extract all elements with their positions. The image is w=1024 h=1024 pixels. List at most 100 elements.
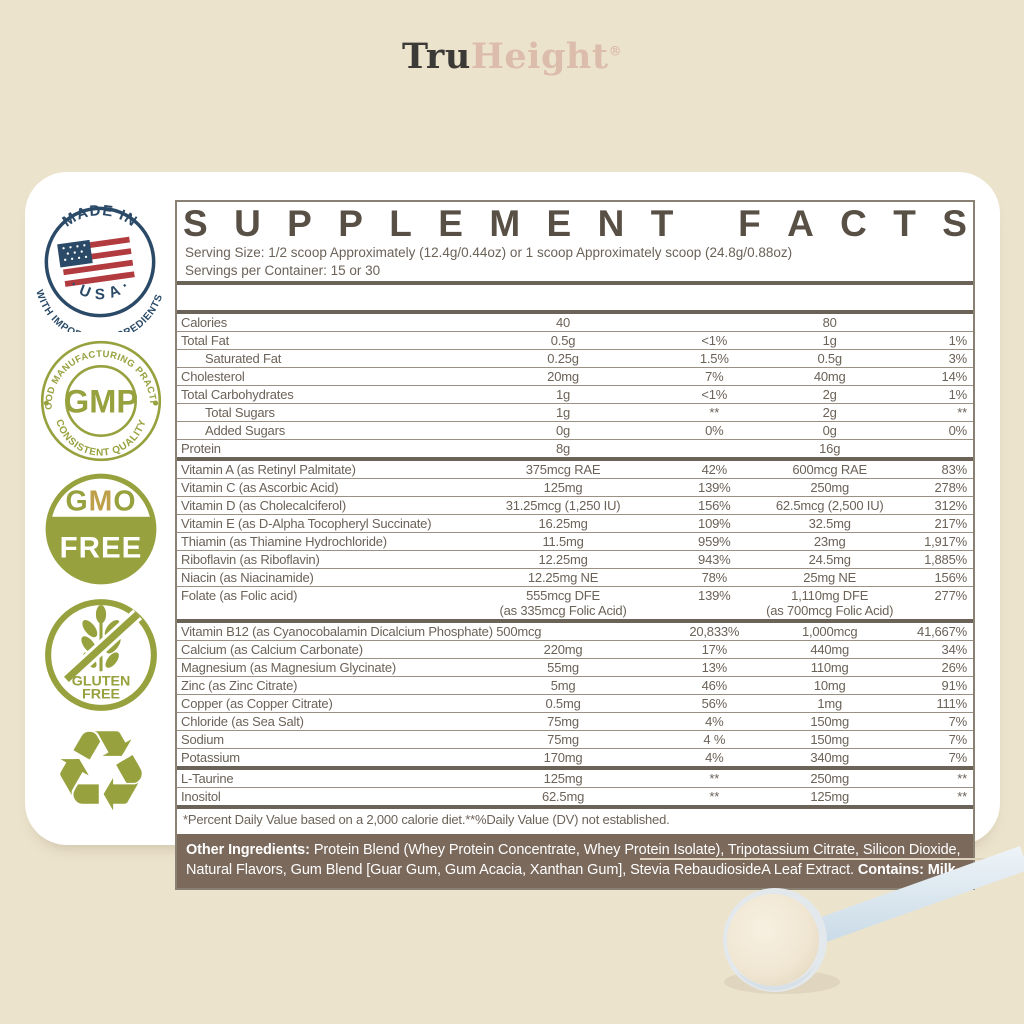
amount-serving1: 170mg [464,750,663,765]
daily-value-serving1: 7% [705,369,724,384]
amount-serving1-value: 1g [556,387,571,402]
amount-serving2-value: 340mg [810,750,850,765]
daily-value-serving2: 3% [948,351,968,366]
nutrient-label: Saturated Fat [205,351,282,366]
amount-serving2: 150mg [766,732,893,747]
daily-value-serving2: ** [957,405,967,420]
gluten-free-icon: GLUTEN FREE [45,599,157,711]
amount-serving2-value: 2g [822,405,837,420]
amount-serving1-value: 1g [556,405,571,420]
daily-value-serving1: 109% [698,516,731,531]
amount-serving2: 440mg [766,642,893,657]
amount-serving2: 40mg [766,369,893,384]
table-row: Vitamin D (as Cholecalciferol) 31.25mcg (… [177,497,973,515]
nutrient-label: Magnesium (as Magnesium Glycinate) [181,660,397,675]
amount-serving2-value: 25mg NE [803,570,857,585]
daily-value-serving1: 943% [698,552,731,567]
table-row: Zinc (as Zinc Citrate) 5mg 46% 10mg 91% [177,677,973,695]
svg-text:CONSISTENT QUALITY: CONSISTENT QUALITY [53,418,149,459]
amount-serving1-value: 75mg [547,732,579,747]
amount-serving2: 1,000mcg [766,624,893,639]
amount-serving1-value: 0.5g [550,333,576,348]
daily-value-serving1: 139% [698,480,731,495]
daily-value-serving2: 156% [934,570,968,585]
amount-serving2: 1g [766,333,893,348]
nutrient-label: Zinc (as Zinc Citrate) [181,678,298,693]
amount-serving2: 0.5g [766,351,893,366]
powder-scoop-image [640,846,1024,994]
amount-serving1: 75mg [464,714,663,729]
nutrient-label: Potassium [181,750,240,765]
nutrient-label: Vitamin D (as Cholecalciferol) [181,498,346,513]
amount-serving2-value: 80 [822,315,837,330]
amount-serving2: 2g [766,405,893,420]
daily-value-serving2: 7% [948,750,968,765]
amount-serving2: 32.5mg [766,516,893,531]
daily-value-serving2 [893,315,973,330]
nutrient-label: Copper (as Copper Citrate) [181,696,333,711]
amount-serving1: 62.5mg [464,789,663,804]
amount-serving1-value: 0g [556,423,571,438]
daily-value-serving2: 1,885% [924,552,967,567]
title-letter: E [546,203,572,244]
amount-serving1-value: 125mg [543,480,583,495]
nutrient-label: Calories [181,315,228,330]
daily-value-serving1: ** [709,405,720,420]
table-row: Sodium 75mg 4 % 150mg 7% [177,731,973,749]
nutrient-label: Inositol [181,789,221,804]
title-letter: U [234,203,261,244]
amount-serving1-value: 40 [556,315,571,330]
table-row: Vitamin C (as Ascorbic Acid) 125mg 139% 250… [177,479,973,497]
slash-icon [61,609,143,685]
amount-serving1-subtext: (as 335mcg Folic Acid) [499,603,627,618]
nutrient-label: Chloride (as Sea Salt) [181,714,304,729]
amount-serving2-value: 16g [819,441,841,456]
daily-value-serving2: 83% [941,462,968,477]
daily-value-serving2: ** [957,789,967,804]
daily-value-serving1 [663,315,766,330]
brand-logo-part2: Height [470,36,609,77]
nutrient-label: Vitamin C (as Ascorbic Acid) [181,480,339,495]
usa-flag-icon: · MADE IN · · U S A · WITH IMPORTED INGR… [33,202,164,344]
header-band [177,285,973,310]
table-row: Riboflavin (as Riboflavin) 12.25mg 943% 24.… [177,551,973,569]
nutrient-label: Niacin (as Niacinamide) [181,570,314,585]
table-row: Niacin (as Niacinamide) 12.25mg NE 78% 25mg… [177,569,973,587]
nutrient-label: Added Sugars [205,423,285,438]
table-row: Vitamin A (as Retinyl Palmitate) 375mcg R… [177,461,973,479]
daily-value-serving2: 312% [934,498,968,513]
amount-serving1-value: 125mg [543,771,583,786]
nutrient-label: L-Taurine [181,771,234,786]
amount-serving1-value: 8g [556,441,571,456]
amount-serving2: 24.5mg [766,552,893,567]
amount-serving1-value: 16.25mg [538,516,588,531]
amount-serving1: 20mg [464,369,663,384]
daily-value-serving1: 1.5% [699,351,729,366]
daily-value-serving1: 959% [698,534,731,549]
amount-serving2-value: 150mg [810,714,850,729]
daily-value-serving1: 4% [705,750,724,765]
gmo-free-text: FREE [60,531,143,564]
amount-serving2-value: 62.5mcg (2,500 IU) [775,498,884,513]
amount-serving2: 25mg NE [766,570,893,585]
table-row: Potassium 170mg 4% 340mg 7% [177,749,973,770]
divider-bar [177,281,973,285]
amount-serving2: 1mg [766,696,893,711]
amount-serving1: 1g [464,405,663,420]
gmo-letter-m: M [89,486,114,518]
table-row: Calories 40 80 [177,314,973,332]
other-ingredients-band: Other Ingredients: Protein Blend (Whey P… [177,834,973,888]
other-ingredients-label: Other Ingredients: [186,842,310,858]
amount-serving1: 5mg [464,678,663,693]
nutrient-label: Folate (as Folic acid) [181,588,298,603]
amount-serving2-value: 0g [822,423,837,438]
title-letter: P [287,203,312,244]
daily-value-serving1: 46% [701,678,728,693]
table-row: Magnesium (as Magnesium Glycinate) 55mg 13… [177,659,973,677]
amount-serving2-value: 1,000mcg [801,624,858,639]
divider-bar [177,310,973,314]
amount-serving1: 125mg [464,480,663,495]
amount-serving1: 12.25mg [464,552,663,567]
